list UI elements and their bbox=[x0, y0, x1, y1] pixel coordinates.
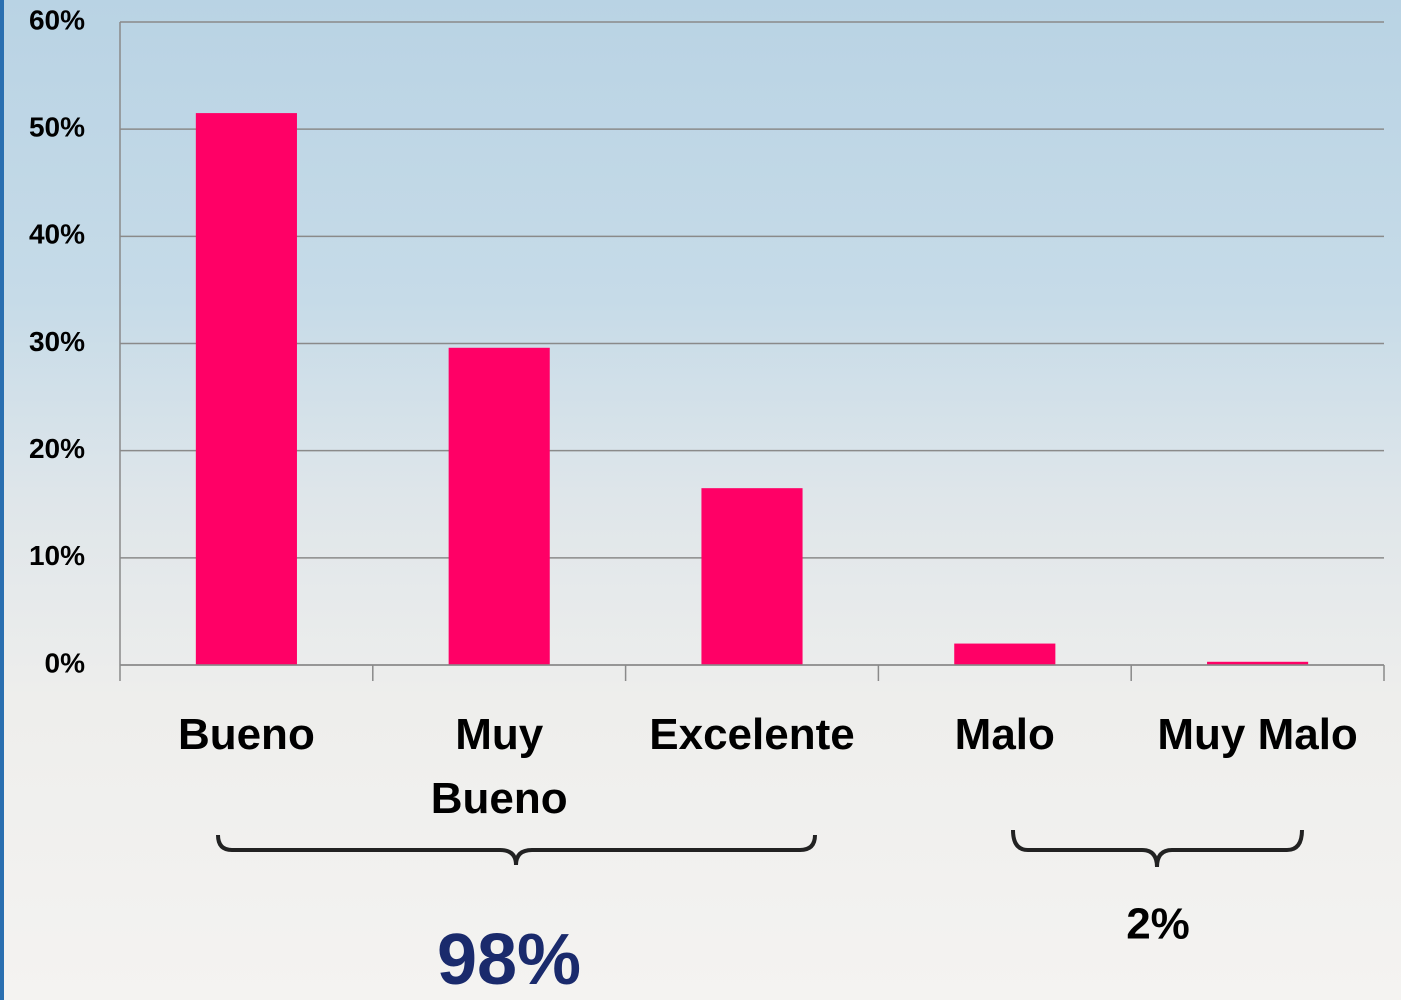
bar bbox=[196, 113, 297, 665]
y-tick-label: 30% bbox=[29, 326, 85, 357]
y-tick-label: 20% bbox=[29, 433, 85, 464]
x-tick-label: Excelente bbox=[642, 703, 862, 767]
chart: 98% 2% 0% 10% 20% 30% 40% 50% 60% bbox=[0, 0, 1401, 1000]
bar bbox=[954, 644, 1055, 665]
y-tick-label: 50% bbox=[29, 112, 85, 143]
brace bbox=[1013, 830, 1302, 867]
left-strip bbox=[0, 0, 4, 1000]
x-tick-label: Malo bbox=[895, 703, 1115, 767]
bar bbox=[701, 488, 802, 665]
x-tick-label: Muy Malo bbox=[1148, 703, 1368, 767]
annotation: 2% bbox=[1126, 900, 1190, 949]
y-tick-label: 60% bbox=[29, 4, 85, 35]
y-tick-label: 0% bbox=[45, 647, 86, 678]
x-tick-label: Bueno bbox=[136, 703, 356, 767]
x-tick-label: Muy Bueno bbox=[389, 703, 609, 831]
brace bbox=[218, 835, 815, 865]
annotation: 98% bbox=[437, 920, 581, 1000]
y-tick-label: 10% bbox=[29, 540, 85, 571]
y-tick-label: 40% bbox=[29, 219, 85, 250]
slide: 98% 2% 0% 10% 20% 30% 40% 50% 60% Bueno Muy Bue… bbox=[0, 0, 1401, 1000]
bar bbox=[449, 348, 550, 665]
